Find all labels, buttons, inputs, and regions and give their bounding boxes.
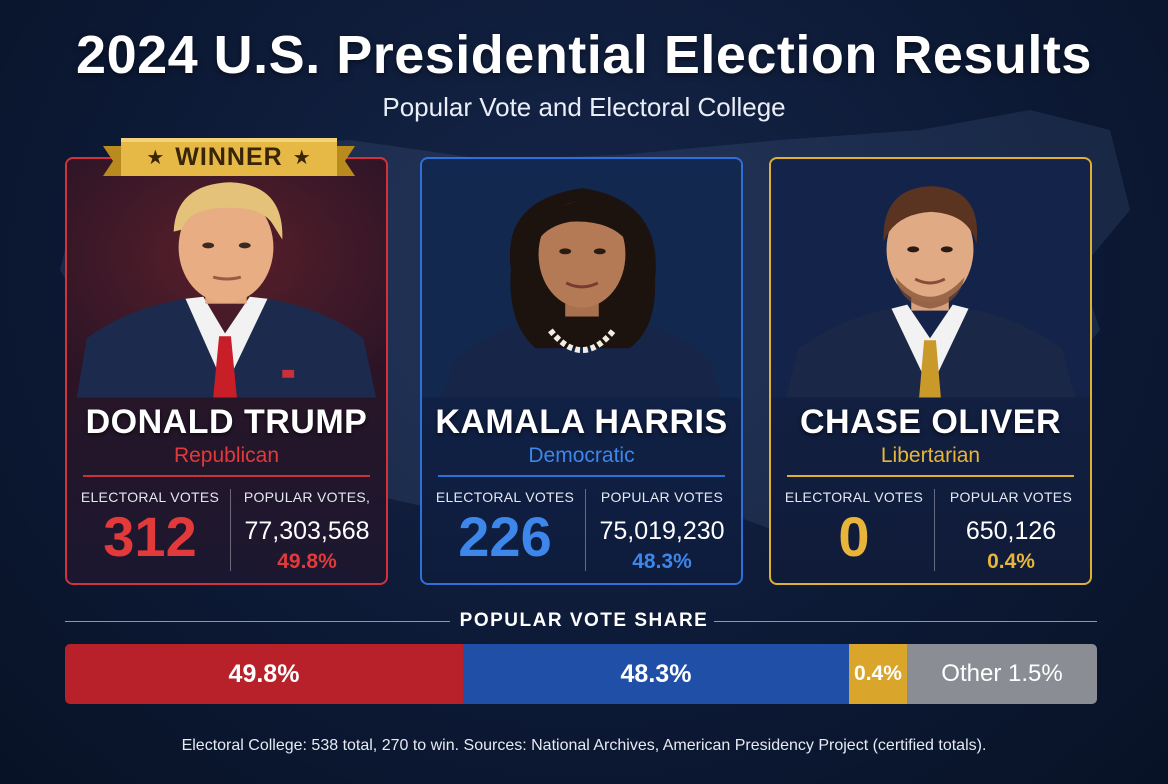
popular-votes-stat: POPULAR VOTES, 77,303,568 49.8%: [232, 489, 382, 574]
share-segment-republican: 49.8%: [65, 644, 463, 704]
popular-votes-stat: POPULAR VOTES 650,126 0.4%: [936, 489, 1086, 574]
electoral-votes-value: 312: [103, 505, 197, 568]
candidate-portrait-harris: [422, 159, 741, 399]
share-header: POPULAR VOTE SHARE: [459, 610, 709, 631]
candidate-portrait-trump: [67, 159, 386, 399]
share-segment-democratic: 48.3%: [462, 644, 849, 704]
popular-votes-label: POPULAR VOTES: [600, 489, 724, 505]
share-segment-other: Other 1.5%: [906, 644, 1097, 704]
page-title: 2024 U.S. Presidential Election Results: [76, 25, 1092, 85]
electoral-votes-stat: ELECTORAL VOTES 0: [779, 489, 929, 567]
stat-divider: [230, 489, 231, 571]
candidate-party: Democratic: [528, 444, 635, 467]
candidate-party: Libertarian: [880, 444, 981, 467]
popular-votes-value: 650,126: [965, 517, 1057, 545]
popular-votes-label: POPULAR VOTES,: [243, 489, 371, 505]
popular-votes-stat: POPULAR VOTES 75,019,230 48.3%: [587, 489, 737, 574]
card-divider: [787, 475, 1074, 477]
candidate-name: DONALD TRUMP: [85, 403, 368, 441]
electoral-votes-label: ELECTORAL VOTES: [80, 489, 220, 505]
electoral-votes-label: ELECTORAL VOTES: [784, 489, 924, 505]
popular-votes-percent: 0.4%: [987, 550, 1035, 573]
candidate-card-trump: DONALD TRUMP Republican ELECTORAL VOTES …: [65, 157, 388, 585]
footer-note: Electoral College: 538 total, 270 to win…: [181, 737, 987, 754]
star-icon: ★: [146, 146, 166, 169]
candidate-card-harris: KAMALA HARRIS Democratic ELECTORAL VOTES…: [420, 157, 743, 585]
candidate-portrait-oliver: [771, 159, 1090, 399]
popular-votes-percent: 49.8%: [277, 550, 337, 573]
page-subtitle: Popular Vote and Electoral College: [382, 92, 786, 122]
electoral-votes-value: 226: [458, 505, 552, 568]
share-header-line-right: [714, 621, 1097, 622]
share-segment-libertarian: 0.4%: [848, 644, 907, 704]
share-header-line-left: [65, 621, 450, 622]
electoral-votes-stat: ELECTORAL VOTES 312: [75, 489, 225, 567]
candidate-party: Republican: [173, 444, 280, 467]
winner-label: WINNER: [175, 142, 283, 171]
candidate-name: KAMALA HARRIS: [435, 403, 728, 441]
card-divider: [438, 475, 725, 477]
electoral-votes-stat: ELECTORAL VOTES 226: [430, 489, 580, 567]
star-icon: ★: [292, 146, 312, 169]
stat-divider: [585, 489, 586, 571]
stat-divider: [934, 489, 935, 571]
candidate-name: CHASE OLIVER: [799, 403, 1062, 441]
winner-banner: ★ WINNER ★: [103, 136, 355, 182]
card-divider: [83, 475, 370, 477]
popular-votes-label: POPULAR VOTES: [949, 489, 1073, 505]
popular-votes-percent: 48.3%: [632, 550, 692, 573]
popular-vote-share-bar: 49.8% 48.3% 0.4% Other 1.5%: [65, 644, 1097, 704]
popular-votes-value: 75,019,230: [599, 517, 725, 545]
popular-votes-value: 77,303,568: [244, 517, 370, 545]
candidate-card-oliver: CHASE OLIVER Libertarian ELECTORAL VOTES…: [769, 157, 1092, 585]
electoral-votes-value: 0: [838, 505, 870, 568]
electoral-votes-label: ELECTORAL VOTES: [435, 489, 575, 505]
